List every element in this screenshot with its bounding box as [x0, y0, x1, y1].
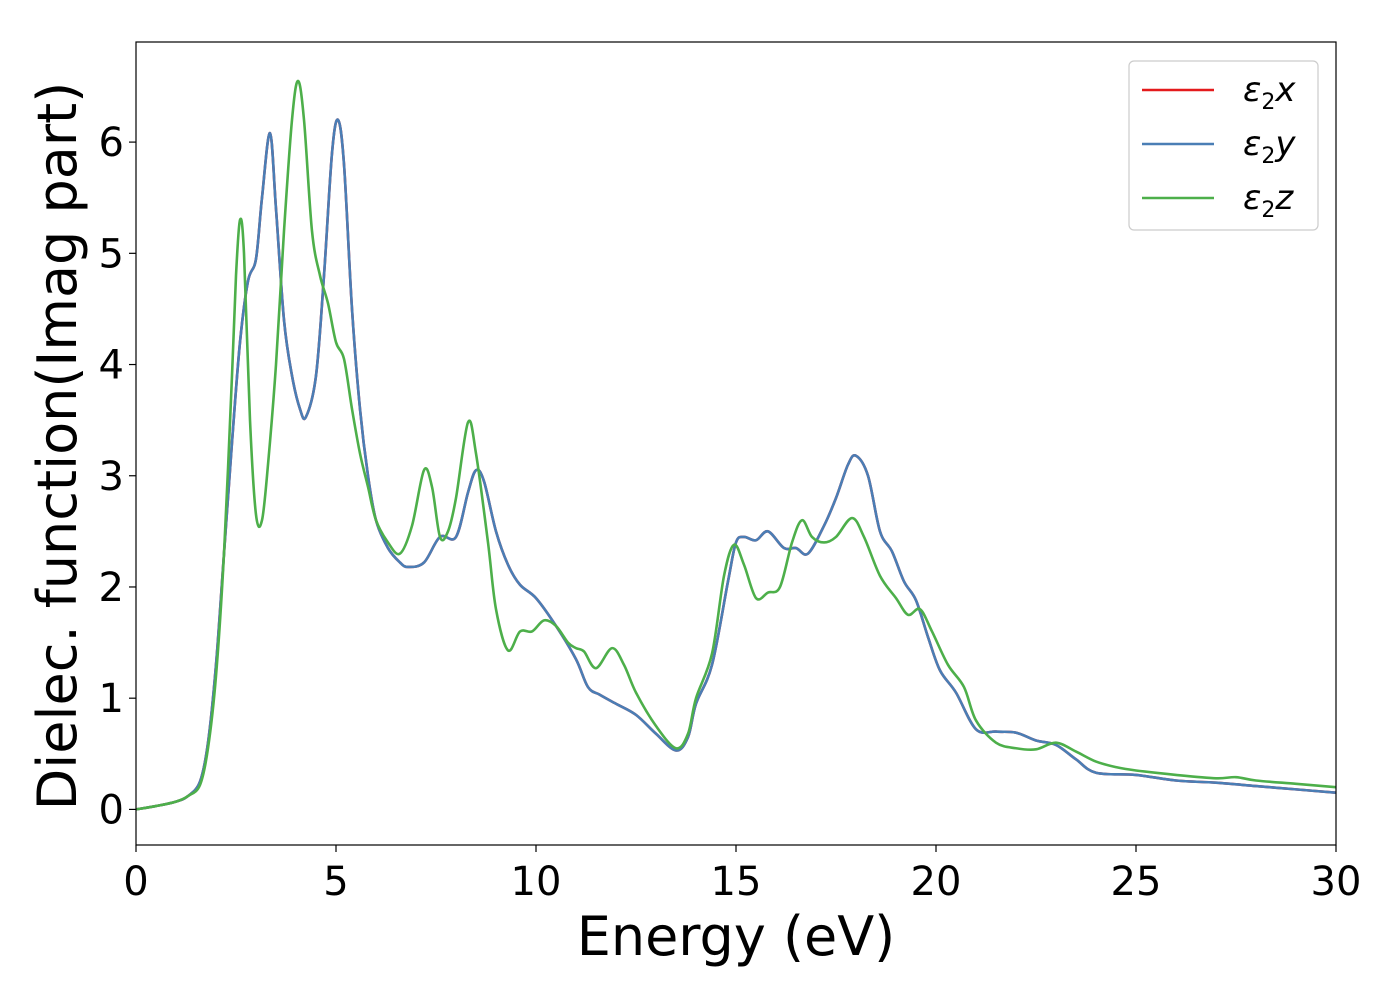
x-tick-label: 20	[911, 859, 962, 905]
legend-subscript: 2	[1261, 144, 1275, 169]
legend-label-x: ε2x	[1243, 70, 1296, 115]
legend-symbol: ε	[1243, 70, 1261, 110]
ticks-layer: 0 5 10 15 20 25 30 0 1 2 3 4 5 6	[99, 120, 1362, 905]
legend-subscript: 2	[1261, 198, 1275, 223]
x-tick-label: 30	[1311, 859, 1362, 905]
plot-frame	[135, 41, 1337, 846]
series-line-z	[136, 79, 1336, 811]
series-layer	[136, 79, 1336, 811]
x-tick-label: 10	[511, 859, 562, 905]
legend-label-y: ε2y	[1243, 124, 1296, 169]
series-line-y	[136, 118, 1336, 811]
y-axis-label: Dielec. function(Imag part)	[26, 82, 89, 811]
x-tick-label: 25	[1111, 859, 1162, 905]
y-tick-label: 1	[99, 676, 124, 722]
y-tick-label: 6	[99, 120, 124, 166]
y-tick-label: 3	[99, 454, 124, 500]
legend-variable: x	[1274, 70, 1296, 110]
legend-frame	[1128, 60, 1319, 231]
legend-symbol: ε	[1243, 124, 1261, 164]
legend-variable: z	[1274, 178, 1294, 218]
x-tick-label: 15	[711, 859, 762, 905]
legend-symbol: ε	[1243, 178, 1261, 218]
y-tick-label: 2	[99, 565, 124, 611]
y-tick-label: 0	[99, 787, 124, 833]
x-tick-label: 5	[323, 859, 348, 905]
y-tick-label: 4	[99, 343, 124, 389]
y-tick-label: 5	[99, 231, 124, 277]
legend-label-z: ε2z	[1243, 178, 1294, 223]
legend-variable: y	[1274, 124, 1296, 164]
x-axis-label: Energy (eV)	[577, 905, 896, 968]
legend-subscript: 2	[1261, 90, 1275, 115]
x-tick-label: 0	[123, 859, 148, 905]
